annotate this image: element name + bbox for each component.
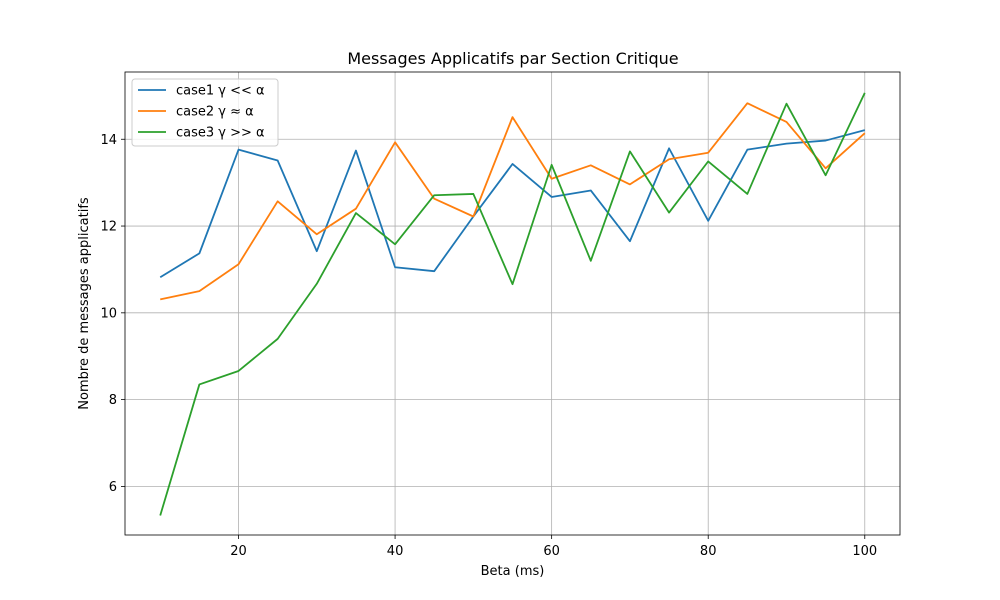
legend-box — [131, 78, 279, 147]
y-tick-label: 12 — [100, 220, 117, 235]
plot-frame — [124, 71, 901, 536]
axis-ticks: 20 40 60 80 100 6 8 10 12 14 — [100, 133, 877, 559]
x-axis-label: Beta (ms) — [481, 564, 545, 579]
legend-label-case3: case3 γ >> α — [176, 126, 265, 141]
legend-label-case1: case1 γ << α — [176, 84, 265, 99]
y-tick-label: 14 — [100, 133, 117, 148]
x-tick-label: 80 — [700, 544, 717, 559]
chart-title: Messages Applicatifs par Section Critiqu… — [347, 49, 678, 68]
y-axis-label: Nombre de messages applicatifs — [77, 197, 92, 410]
series-line-case1 — [159, 129, 866, 279]
y-tick-label: 10 — [100, 306, 117, 321]
x-tick-label: 60 — [543, 544, 560, 559]
legend-label-case2: case2 γ ≈ α — [176, 105, 254, 120]
series-line-case2 — [160, 102, 866, 301]
x-tick-label: 100 — [852, 544, 877, 559]
series-lines — [159, 92, 866, 516]
x-tick-label: 20 — [230, 544, 247, 559]
legend: case1 γ << α case2 γ ≈ α case3 γ >> α — [131, 78, 279, 147]
series-line-case3 — [159, 92, 866, 516]
y-tick-label: 8 — [109, 393, 117, 408]
y-tick-label: 6 — [109, 480, 117, 495]
x-tick-label: 40 — [387, 544, 404, 559]
